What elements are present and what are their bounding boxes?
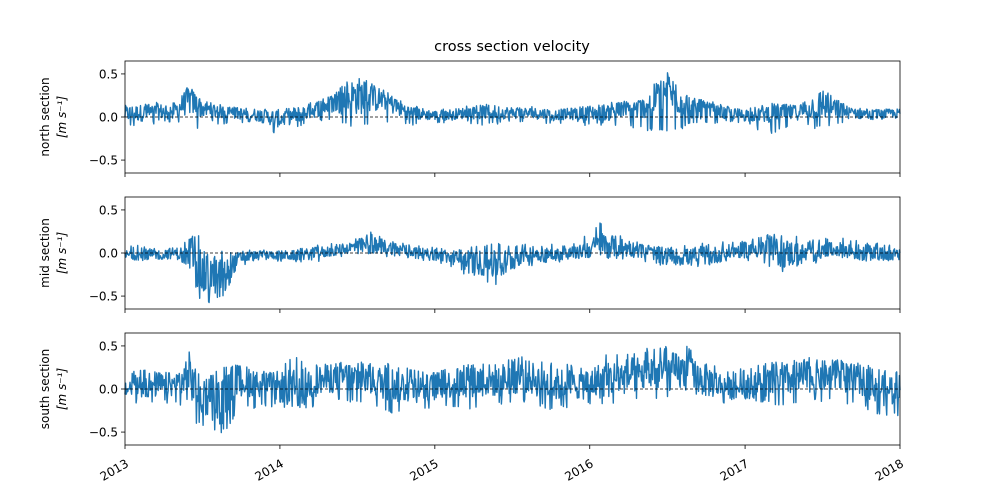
x-ticks xyxy=(124,173,901,177)
series-line xyxy=(124,222,901,304)
panel-south-section: −0.5 0.0 0.5 2013 2014 2015 2016 2017 2018 sout… xyxy=(38,332,906,484)
y-tick-label: 0.5 xyxy=(99,203,118,217)
chart-title: cross section velocity xyxy=(434,39,590,55)
y-tick-label: −0.5 xyxy=(89,154,118,168)
panel-mid-section: −0.5 0.0 0.5 mid section [m s⁻¹] xyxy=(38,196,901,313)
x-tick-label: 2018 xyxy=(873,456,906,483)
x-tick-label: 2013 xyxy=(98,456,131,483)
plot-marks xyxy=(124,222,901,304)
y-tick-label: −0.5 xyxy=(89,426,118,440)
y-ticks: −0.5 0.0 0.5 xyxy=(89,67,125,168)
plot-marks xyxy=(124,345,901,434)
y-tick-label: 0.0 xyxy=(99,111,118,125)
x-ticks: 2013 2014 2015 2016 2017 2018 xyxy=(98,445,906,484)
y-tick-label: 0.0 xyxy=(99,383,118,397)
y-axis-label: north section xyxy=(38,77,52,156)
x-ticks xyxy=(124,309,901,313)
x-tick-label: 2017 xyxy=(718,456,751,483)
x-tick-label: 2016 xyxy=(562,456,595,483)
series-line xyxy=(124,345,901,434)
x-tick-label: 2015 xyxy=(407,456,440,483)
y-ticks: −0.5 0.0 0.5 xyxy=(89,339,125,440)
y-axis-unit: [m s⁻¹] xyxy=(55,232,69,275)
y-axis-label: mid section xyxy=(38,218,52,288)
y-axis-unit: [m s⁻¹] xyxy=(55,96,69,139)
y-tick-label: 0.5 xyxy=(99,67,118,81)
y-ticks: −0.5 0.0 0.5 xyxy=(89,203,125,304)
x-tick-label: 2014 xyxy=(252,456,285,483)
panel-north-section: −0.5 0.0 0.5 north section [m s⁻¹] xyxy=(38,60,901,177)
y-axis-unit: [m s⁻¹] xyxy=(55,368,69,411)
y-axis-label: south section xyxy=(38,349,52,430)
y-tick-label: 0.5 xyxy=(99,339,118,353)
plot-marks xyxy=(124,72,901,134)
y-tick-label: −0.5 xyxy=(89,290,118,304)
series-line xyxy=(124,72,901,134)
y-tick-label: 0.0 xyxy=(99,247,118,261)
